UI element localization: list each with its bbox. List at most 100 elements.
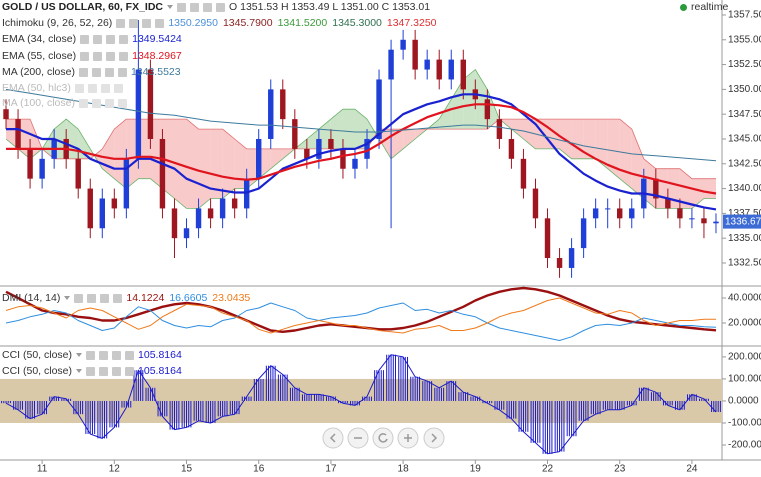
cloud-segment <box>679 168 692 209</box>
dropdown[interactable] <box>167 5 174 9</box>
cloud-segment <box>42 129 55 159</box>
icon-button[interactable] <box>112 366 122 376</box>
y-tick-label: 1352.50 <box>728 59 761 70</box>
icon-button[interactable] <box>93 34 103 44</box>
icon-button[interactable] <box>119 34 129 44</box>
cloud-segment <box>475 69 488 130</box>
y-tick-label: 0.0000 <box>728 396 759 407</box>
candle-body <box>544 218 551 259</box>
icon-button[interactable] <box>112 350 122 360</box>
ohlc: O 1351.53 H 1353.49 L 1351.00 C 1353.01 <box>229 1 431 13</box>
cloud-segment <box>138 119 151 179</box>
icon-button[interactable] <box>155 18 165 28</box>
candle-body <box>400 39 406 50</box>
nav-button[interactable] <box>322 427 344 449</box>
icon-button[interactable] <box>129 18 139 28</box>
icon-button[interactable] <box>86 366 96 376</box>
icon-button[interactable] <box>91 98 101 108</box>
navigation-bar <box>322 427 445 449</box>
candle-body <box>135 69 142 159</box>
icon-button[interactable] <box>86 350 96 360</box>
candle-body <box>207 208 214 219</box>
nav-button[interactable] <box>397 427 419 449</box>
icon-button[interactable] <box>99 366 109 376</box>
candle-body <box>617 208 623 219</box>
icon-button[interactable] <box>104 98 114 108</box>
dropdown[interactable] <box>76 369 83 373</box>
icon-button[interactable] <box>106 51 116 61</box>
indicator-value: 105.8164 <box>138 365 182 377</box>
icon-button[interactable] <box>87 293 97 303</box>
indicator-name: CCI (50, close) <box>2 365 73 377</box>
dmi-line <box>5 297 717 334</box>
candle-body <box>15 119 21 149</box>
icon-button[interactable] <box>190 2 200 12</box>
icon-button[interactable] <box>142 18 152 28</box>
cloud-segment <box>487 89 500 130</box>
cloud-segment <box>198 129 211 209</box>
icon-button[interactable] <box>80 51 90 61</box>
nav-glyph <box>404 434 412 442</box>
candle-body <box>520 158 527 189</box>
icon-button[interactable] <box>113 293 123 303</box>
icon-button[interactable] <box>91 67 101 77</box>
icon-button[interactable] <box>78 67 88 77</box>
icon-button[interactable] <box>100 293 110 303</box>
icon-button[interactable] <box>99 350 109 360</box>
nav-button[interactable] <box>347 427 369 449</box>
candle-body <box>147 69 154 139</box>
icon-button[interactable] <box>100 83 110 93</box>
icon-button[interactable] <box>125 350 135 360</box>
y-tick-label: 1335.00 <box>728 233 761 244</box>
icon-button[interactable] <box>104 67 114 77</box>
icon-button[interactable] <box>74 293 84 303</box>
icon-button[interactable] <box>119 51 129 61</box>
icon-button[interactable] <box>203 2 213 12</box>
indicator-line <box>6 103 717 195</box>
icon-button[interactable] <box>74 83 84 93</box>
icon-button[interactable] <box>116 18 126 28</box>
cloud-segment <box>631 129 644 199</box>
candle-body <box>292 119 298 149</box>
dropdown[interactable] <box>76 353 83 357</box>
candle-body <box>376 79 382 139</box>
indicator-value: 1345.7900 <box>222 17 273 29</box>
cloud-segment <box>511 119 524 139</box>
cloud-segment <box>595 119 608 169</box>
icon-button[interactable] <box>93 51 103 61</box>
icon-button[interactable] <box>177 2 187 12</box>
icon-button[interactable] <box>125 366 135 376</box>
icon-button[interactable] <box>117 67 127 77</box>
candle-body <box>592 208 599 219</box>
y-tick-label: 100.0000 <box>728 374 761 385</box>
indicator-value: 1345.3000 <box>332 17 382 29</box>
icon-button[interactable] <box>106 34 116 44</box>
candle-body <box>496 119 503 139</box>
icon-button[interactable] <box>216 2 226 12</box>
icon-button[interactable] <box>113 83 123 93</box>
candle-body <box>111 198 118 209</box>
candle-body <box>689 218 695 220</box>
y-tick-label: 200.0000 <box>728 352 761 363</box>
candle-body <box>677 208 683 219</box>
icon-button[interactable] <box>117 98 127 108</box>
cloud-segment <box>342 109 355 149</box>
icon-button[interactable] <box>87 83 97 93</box>
icon-button[interactable] <box>80 34 90 44</box>
ma200-legend: MA (200, close) 1343.5523 <box>2 66 181 78</box>
candle-body <box>388 49 394 80</box>
nav-button[interactable] <box>423 427 445 449</box>
cloud-segment <box>210 129 223 199</box>
indicator-values: 1350.2950 1345.7900 1341.5200 1345.3000 1347… <box>168 17 436 29</box>
dropdown[interactable] <box>64 296 71 300</box>
indicator-value: 1350.2950 <box>168 17 218 29</box>
ma100-legend: MA (100, close) <box>2 97 127 109</box>
span-b-line <box>6 118 716 180</box>
y-tick-label: -200.0000 <box>728 440 761 451</box>
candle-body <box>99 198 105 229</box>
candle-body <box>304 148 310 159</box>
icon-button[interactable] <box>78 98 88 108</box>
candle-body <box>556 258 563 268</box>
nav-button[interactable] <box>372 427 394 449</box>
